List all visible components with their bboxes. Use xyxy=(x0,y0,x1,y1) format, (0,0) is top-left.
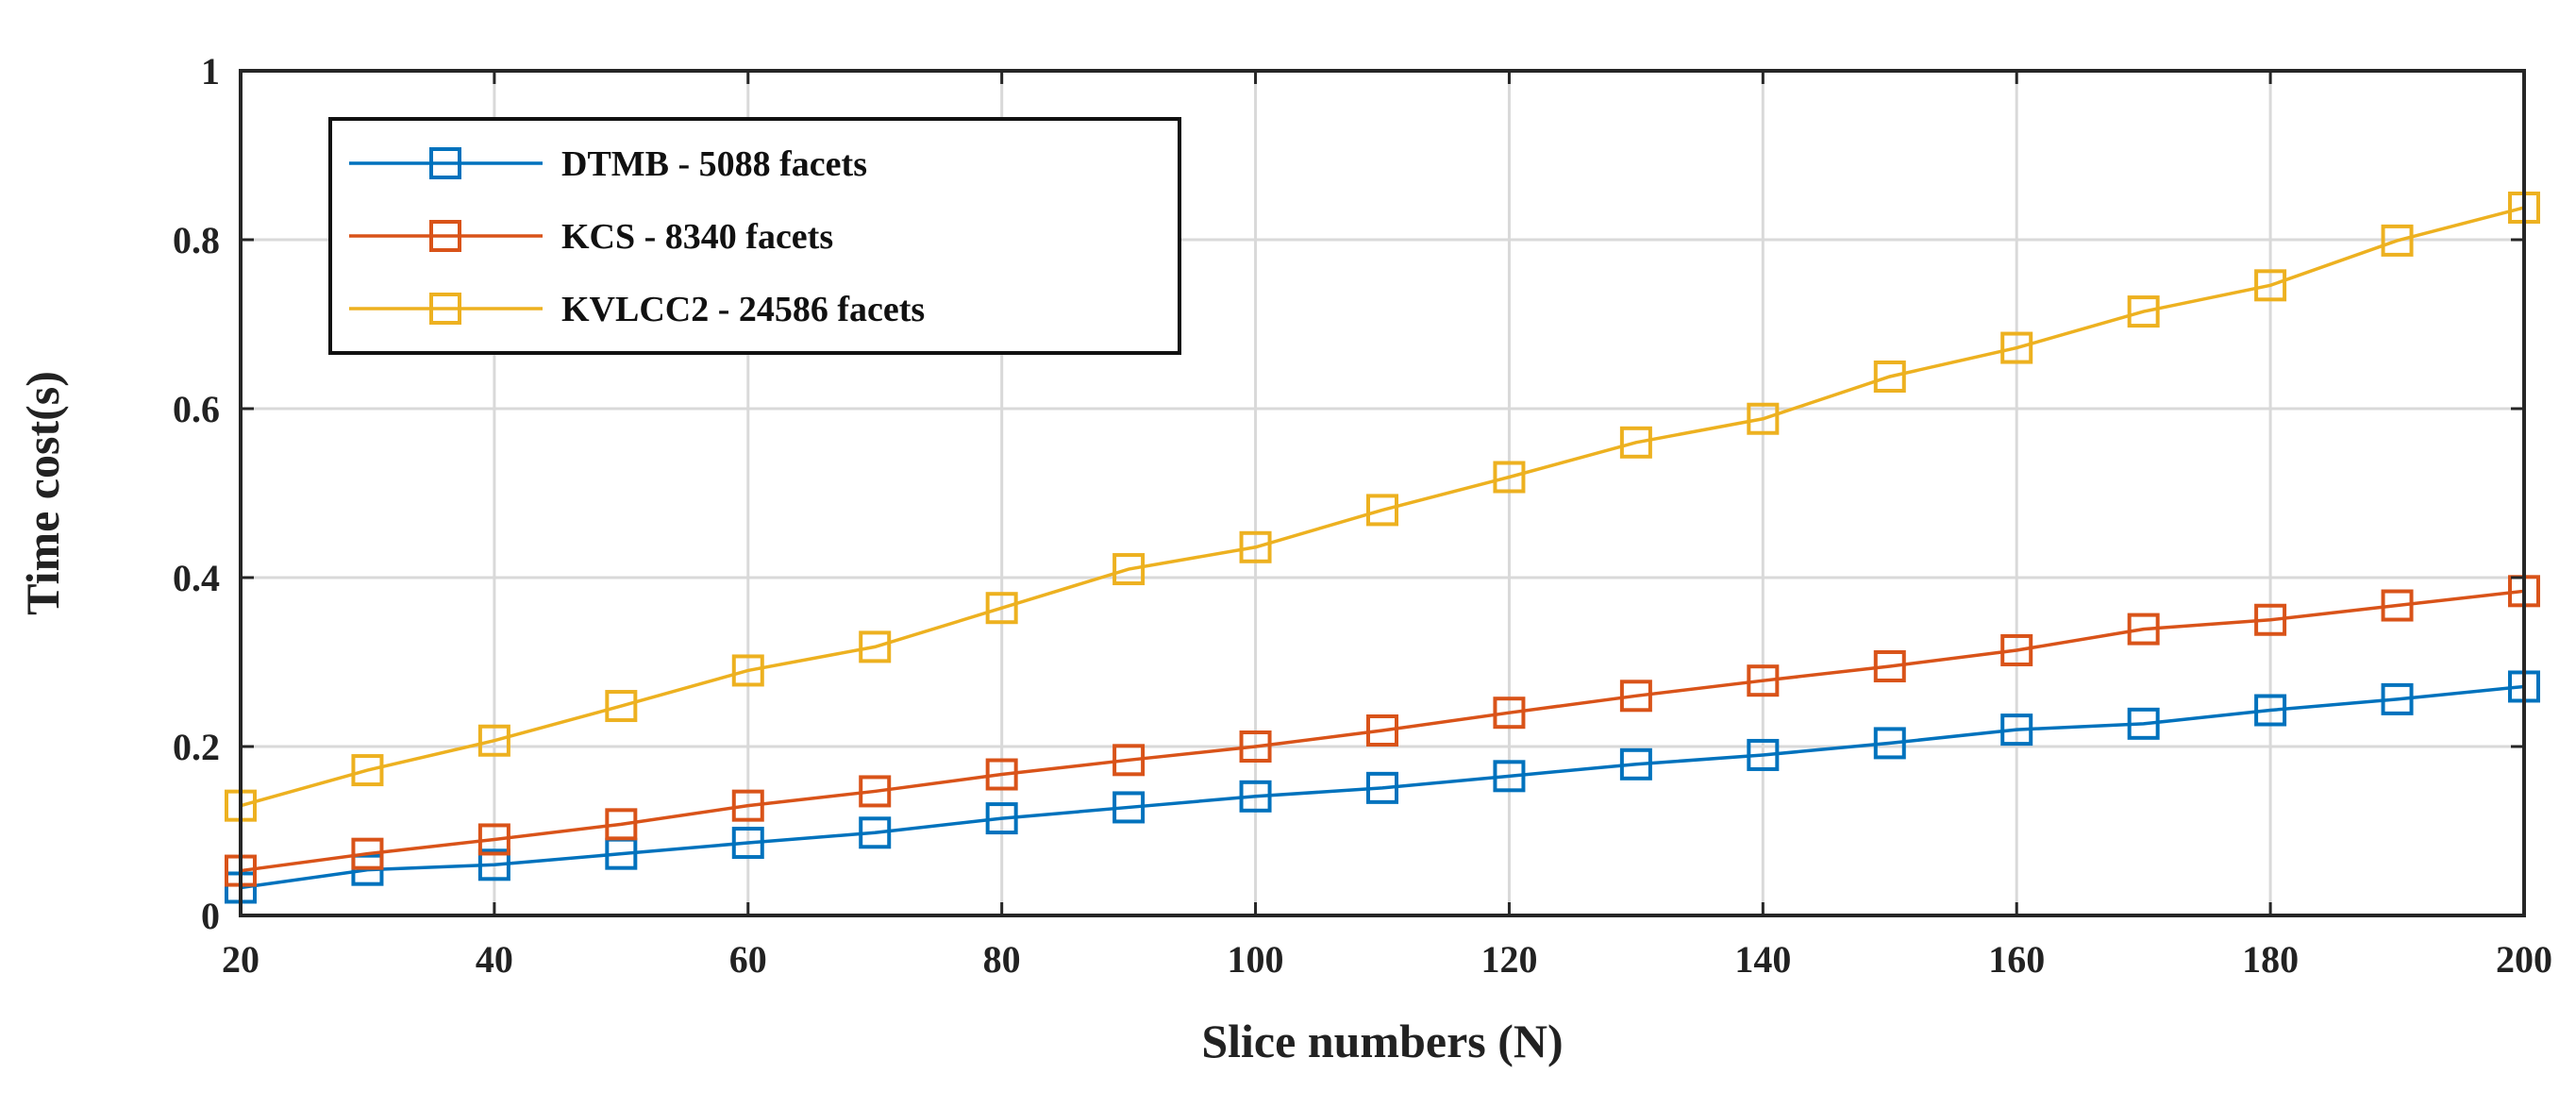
data-point xyxy=(2127,613,2160,646)
data-point xyxy=(859,775,892,808)
data-point xyxy=(731,789,764,822)
data-point xyxy=(2000,331,2033,364)
series-0 xyxy=(225,670,2540,904)
x-tick-label: 120 xyxy=(1480,938,1537,981)
data-point xyxy=(1873,649,1906,682)
x-tick-label: 160 xyxy=(1988,938,2045,981)
data-point xyxy=(1493,461,1526,494)
x-tick-labels: 20 40 60 80 100 120 140 160 180 200 xyxy=(222,938,2552,981)
legend-label: KCS - 8340 facets xyxy=(561,217,833,257)
data-point xyxy=(1873,727,1906,760)
x-tick-label: 100 xyxy=(1228,938,1284,981)
legend-marker xyxy=(429,293,461,325)
legend-entry: KVLCC2 - 24586 facets xyxy=(349,290,925,329)
data-point xyxy=(2000,633,2033,666)
y-tick-label: 0.6 xyxy=(173,388,220,430)
y-tick-label: 0 xyxy=(201,895,220,937)
series-1 xyxy=(225,575,2540,887)
data-point xyxy=(1112,791,1146,824)
legend-entry: DTMB - 5088 facets xyxy=(349,144,867,184)
series-line xyxy=(240,684,2525,890)
data-point xyxy=(477,823,510,856)
data-point xyxy=(859,630,892,663)
series-line xyxy=(240,206,2525,808)
legend: DTMB - 5088 facets KCS - 8340 facets KVLCC… xyxy=(328,117,1181,355)
x-tick-label: 180 xyxy=(2242,938,2299,981)
data-point xyxy=(1619,747,1652,781)
data-point xyxy=(1747,664,1780,697)
y-tick-label: 0.2 xyxy=(173,726,220,768)
data-point xyxy=(2254,694,2287,727)
legend-entry: KCS - 8340 facets xyxy=(349,217,833,257)
data-point xyxy=(1366,713,1398,747)
data-point xyxy=(985,758,1018,791)
x-tick-label: 60 xyxy=(729,938,767,981)
data-point xyxy=(1366,494,1398,527)
data-point xyxy=(477,848,510,881)
legend-label: KVLCC2 - 24586 facets xyxy=(561,290,925,329)
legend-box xyxy=(328,117,1181,355)
x-tick-label: 20 xyxy=(222,938,259,981)
legend-label: DTMB - 5088 facets xyxy=(561,144,867,184)
data-point xyxy=(2254,603,2287,636)
y-axis-title: Time cost(s) xyxy=(16,371,69,615)
y-tick-label: 0.4 xyxy=(173,557,220,599)
data-point xyxy=(2381,682,2414,715)
legend-marker xyxy=(429,220,461,252)
data-point xyxy=(2000,713,2033,747)
y-tick-label: 0.8 xyxy=(173,219,220,261)
data-point xyxy=(2127,707,2160,740)
legend-marker xyxy=(429,147,461,179)
data-point xyxy=(1112,744,1146,777)
data-point xyxy=(985,802,1018,835)
data-point xyxy=(731,654,764,687)
x-tick-label: 80 xyxy=(983,938,1021,981)
data-point xyxy=(1239,530,1272,563)
y-tick-labels: 0 0.2 0.4 0.6 0.8 1 xyxy=(173,50,220,937)
series-layer xyxy=(225,191,2540,904)
data-point xyxy=(1112,553,1146,586)
data-point xyxy=(2381,589,2414,622)
data-point xyxy=(1619,680,1652,713)
data-point xyxy=(605,808,638,841)
data-point xyxy=(2127,295,2160,328)
x-tick-label: 40 xyxy=(476,938,513,981)
data-point xyxy=(351,853,384,886)
x-tick-label: 200 xyxy=(2496,938,2552,981)
data-point xyxy=(605,690,638,723)
series-line xyxy=(240,589,2525,873)
data-point xyxy=(1493,697,1526,730)
data-point xyxy=(1366,771,1398,804)
data-point xyxy=(859,816,892,849)
data-point xyxy=(1619,426,1652,459)
data-point xyxy=(477,724,510,757)
data-point xyxy=(985,592,1018,625)
data-point xyxy=(731,827,764,860)
data-point xyxy=(1747,738,1780,771)
data-point xyxy=(1239,730,1272,763)
plot-frame xyxy=(239,69,2526,917)
data-point xyxy=(1493,760,1526,793)
data-point xyxy=(2381,224,2414,257)
data-point xyxy=(1747,402,1780,435)
x-axis-title: Slice numbers (N) xyxy=(1201,1015,1563,1067)
data-point xyxy=(1873,360,1906,393)
data-point xyxy=(1239,780,1272,813)
data-point xyxy=(2254,269,2287,302)
data-point xyxy=(351,837,384,870)
data-point xyxy=(351,754,384,787)
x-tick-label: 140 xyxy=(1734,938,1791,981)
tick-marks xyxy=(239,69,2526,917)
y-tick-label: 1 xyxy=(201,50,220,92)
